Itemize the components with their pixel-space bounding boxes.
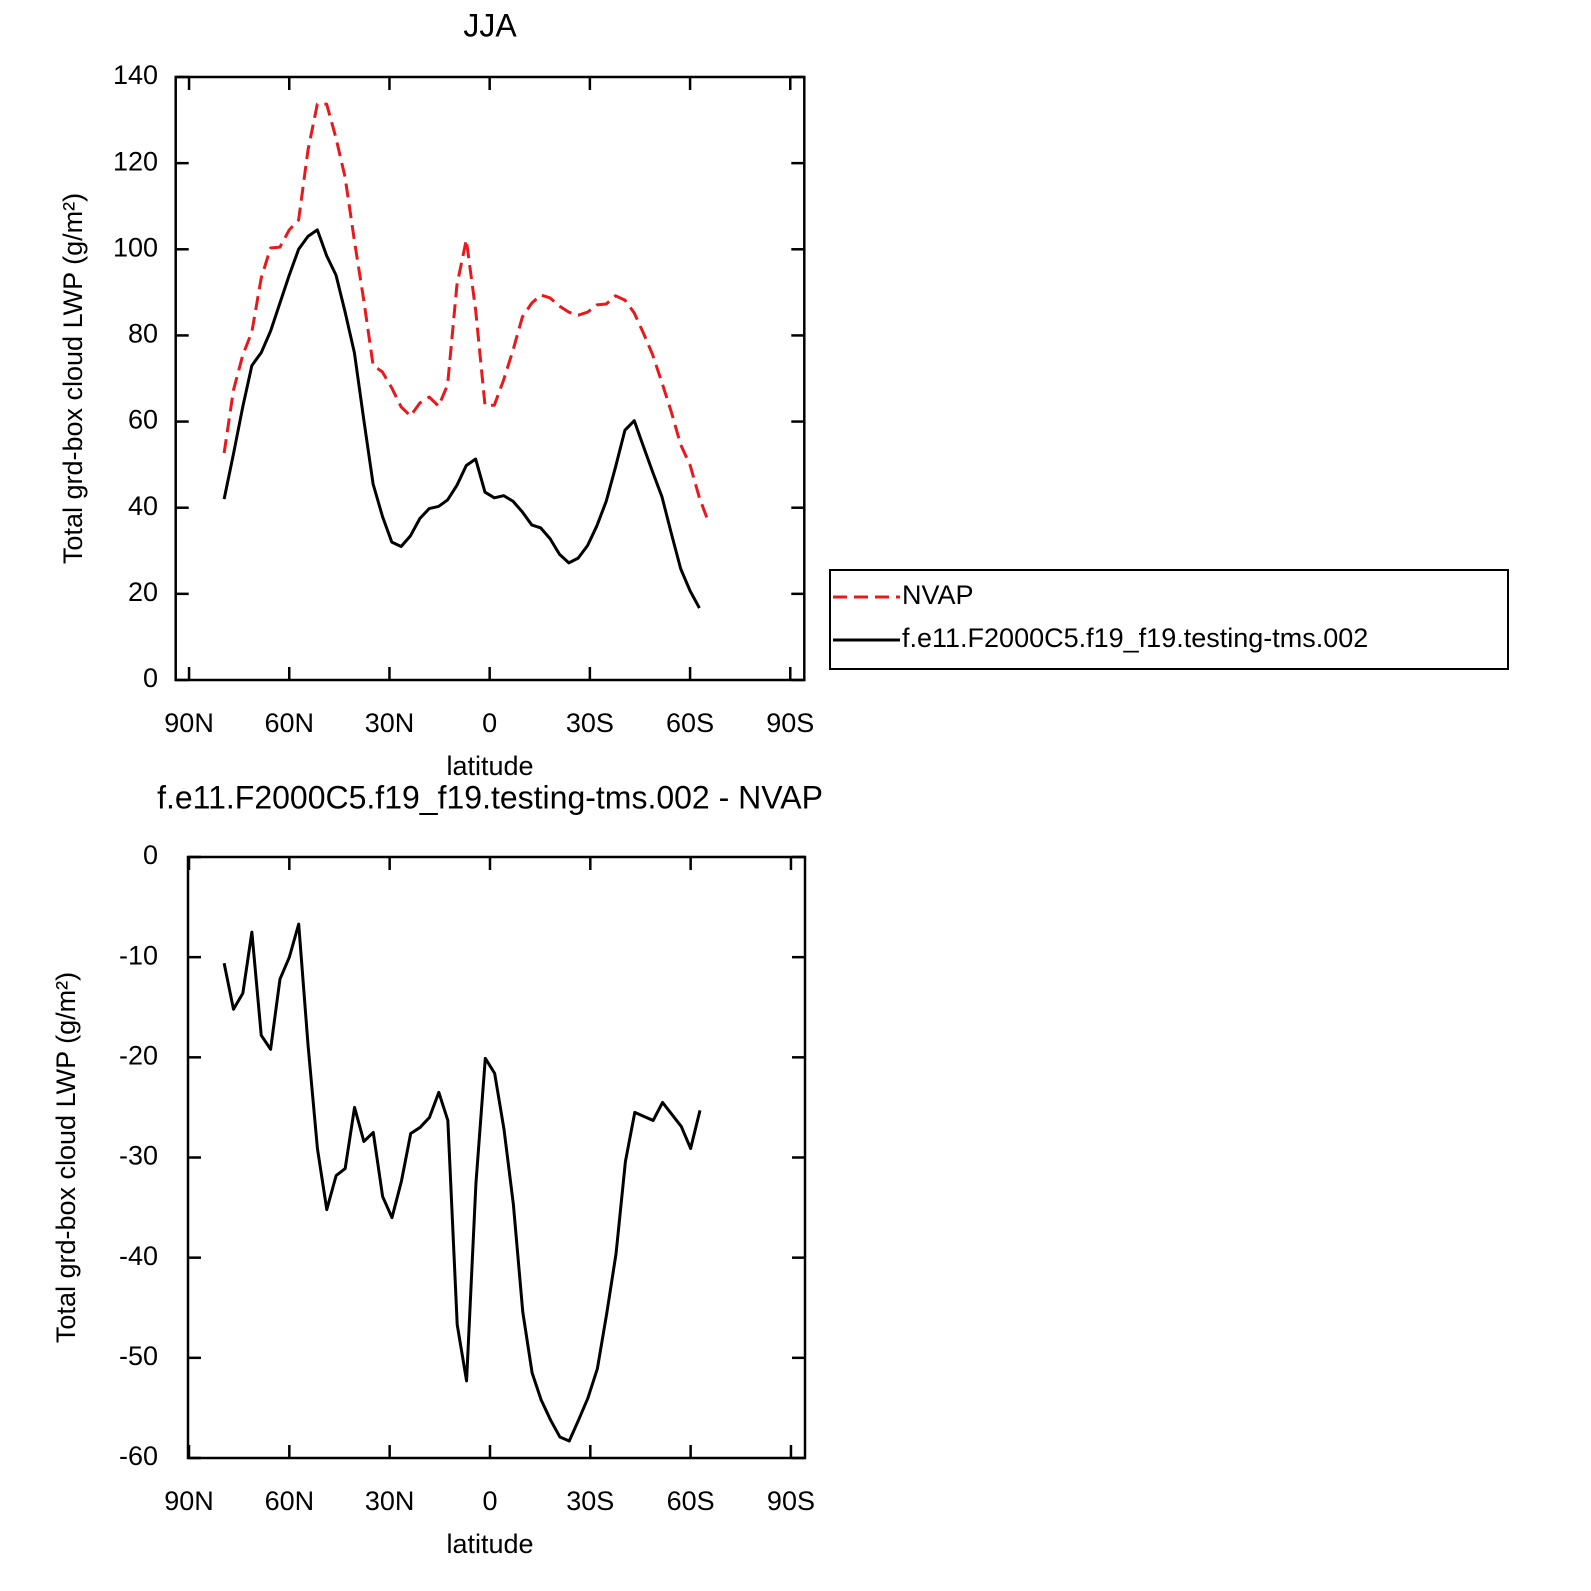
x-tick-label: 30N <box>365 1486 415 1516</box>
y-tick-label: 0 <box>143 663 158 693</box>
x-tick-label: 60N <box>265 1486 315 1516</box>
plot-frame <box>186 855 807 1460</box>
y-tick-label: -10 <box>119 940 158 970</box>
y-tick-label: 40 <box>128 491 158 521</box>
legend-label: f.e11.F2000C5.f19_f19.testing-tms.002 <box>902 623 1368 653</box>
plot-frame <box>174 75 806 682</box>
x-tick-label: 30S <box>566 1486 614 1516</box>
chart-title: JJA <box>463 7 517 43</box>
y-axis-label: Total grd-box cloud LWP (g/m²) <box>51 972 81 1343</box>
x-tick-label: 30N <box>365 708 415 738</box>
x-tick-label: 60S <box>666 708 714 738</box>
series-line <box>222 922 702 1443</box>
y-tick-label: 0 <box>143 840 158 870</box>
x-tick-label: 0 <box>482 708 497 738</box>
x-tick-label: 90N <box>164 1486 214 1516</box>
legend: NVAP f.e11.F2000C5.f19_f19.testing-tms.00… <box>829 569 1509 670</box>
chart-title: f.e11.F2000C5.f19_f19.testing-tms.002 - … <box>157 779 823 815</box>
y-tick-label: -60 <box>119 1441 158 1471</box>
legend-label: NVAP <box>902 580 974 610</box>
chart-panel: 90N 60N 30N 0 30S 60S 90S 0 20 40 60 80 100 120 140 JJA… <box>58 7 1509 781</box>
x-tick-label: 30S <box>566 708 614 738</box>
x-tick-label: 0 <box>482 1486 497 1516</box>
y-tick-label: 60 <box>128 405 158 435</box>
x-tick-label: 60S <box>667 1486 715 1516</box>
y-tick-label: -40 <box>119 1241 158 1271</box>
y-axis-label: Total grd-box cloud LWP (g/m²) <box>58 193 88 564</box>
legend-frame <box>829 569 1509 670</box>
x-tick-label: 60N <box>264 708 314 738</box>
x-tick-label: 90N <box>164 708 214 738</box>
y-tick-label: 20 <box>128 577 158 607</box>
chart-panel: 90N 60N 30N 0 30S 60S 90S -60 -50 -40 -30 -20 -10 0 f.… <box>51 779 823 1559</box>
y-tick-label: -50 <box>119 1341 158 1371</box>
y-tick-label: -20 <box>119 1040 158 1070</box>
series-line <box>222 102 711 524</box>
y-tick-label: 120 <box>113 146 158 176</box>
y-tick-label: 140 <box>113 60 158 90</box>
x-tick-label: 90S <box>767 1486 815 1516</box>
y-tick-label: -30 <box>119 1141 158 1171</box>
x-tick-label: 90S <box>766 708 814 738</box>
y-tick-label: 80 <box>128 319 158 349</box>
x-axis-label: latitude <box>446 1529 533 1559</box>
x-axis-label: latitude <box>446 751 533 781</box>
series-line <box>222 228 701 609</box>
y-tick-label: 100 <box>113 232 158 262</box>
